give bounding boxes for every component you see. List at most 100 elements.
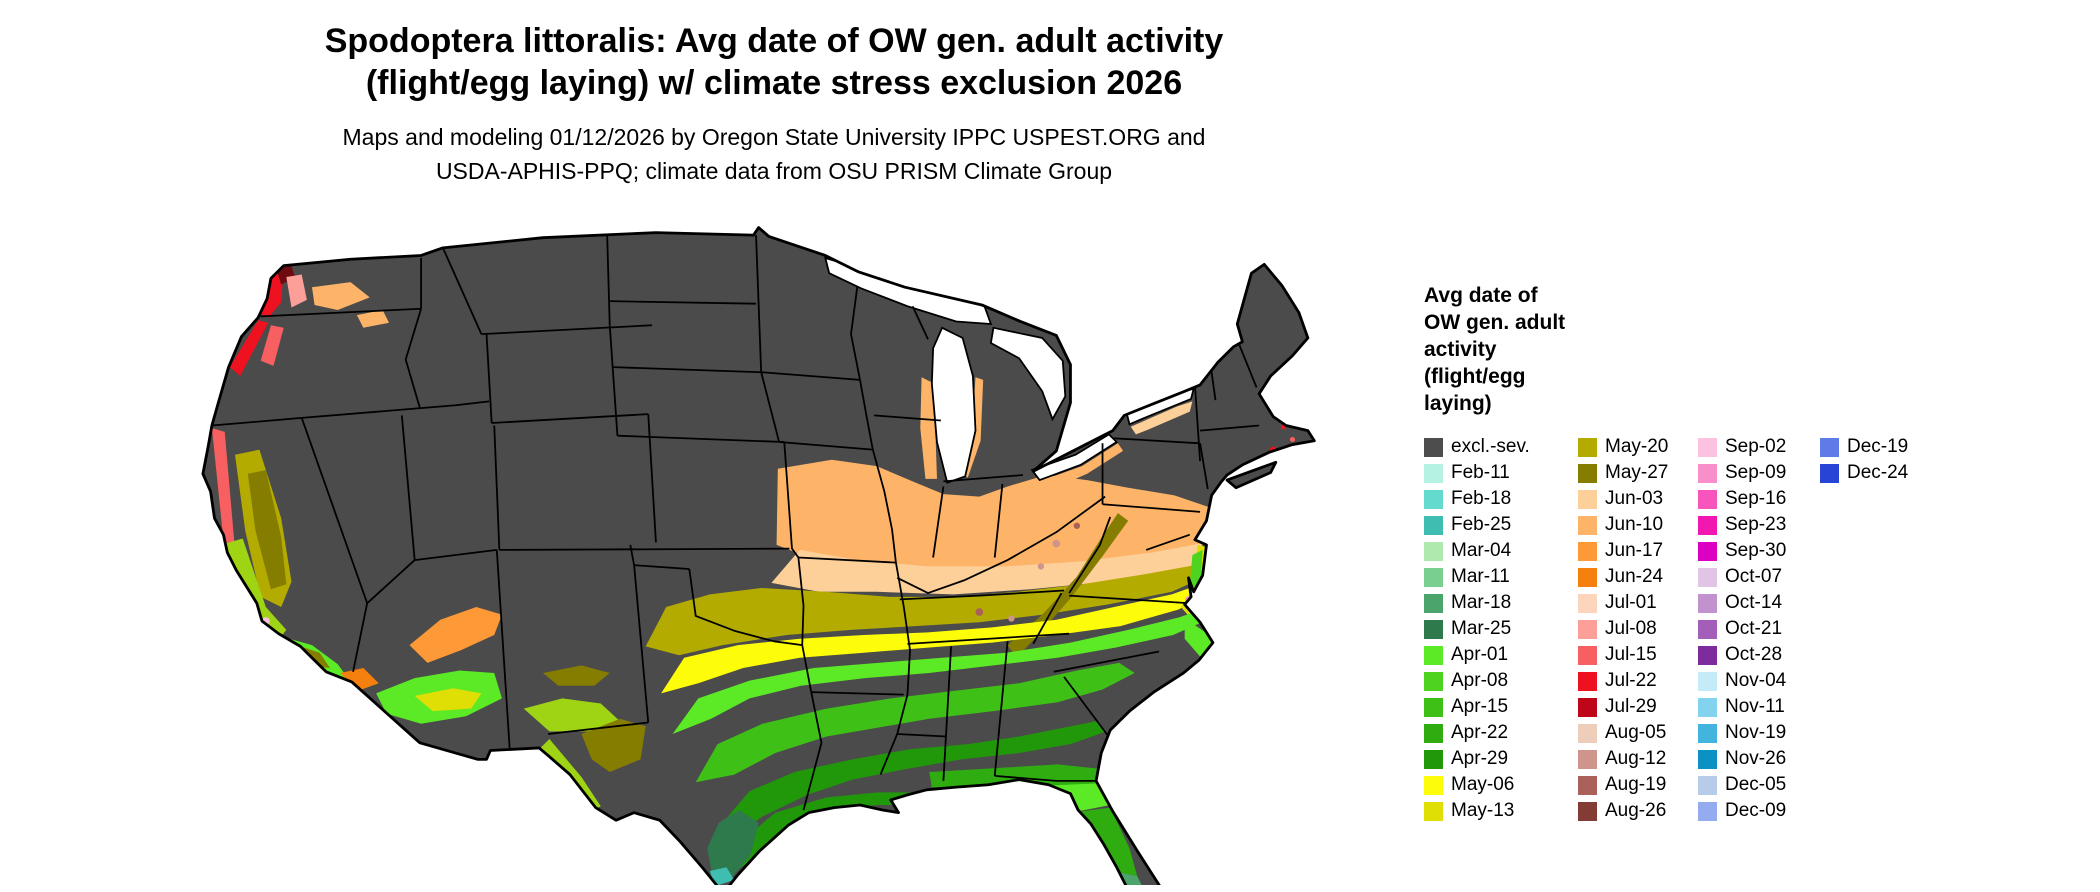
legend-label: Dec-05: [1725, 774, 1787, 795]
legend-label: Nov-26: [1725, 748, 1787, 769]
legend-label: Jul-22: [1605, 670, 1657, 691]
legend-swatch: [1698, 697, 1717, 717]
legend-label: May-06: [1451, 774, 1515, 795]
legend-entry: Jul-08: [1578, 616, 1698, 642]
legend-entry: Apr-29: [1424, 746, 1578, 772]
legend-swatch: [1424, 775, 1443, 795]
legend-title-line: OW gen. adult: [1424, 311, 1566, 334]
legend-label: excl.-sev.: [1451, 436, 1530, 457]
legend-swatch: [1698, 515, 1717, 535]
legend-label: Mar-25: [1451, 618, 1512, 639]
legend-entry: Aug-26: [1578, 798, 1698, 824]
legend-swatch: [1698, 619, 1717, 639]
legend-label: Sep-16: [1725, 488, 1787, 509]
legend-title: Avg date of OW gen. adult activity (flight/…: [1424, 282, 1984, 417]
legend-entry: Mar-11: [1424, 564, 1578, 590]
legend-label: Feb-11: [1451, 462, 1510, 483]
legend-columns: excl.-sev. Feb-11 Feb-18 Feb-25 Mar-04 Mar-11…: [1424, 434, 1984, 824]
legend-label: Oct-07: [1725, 566, 1783, 587]
us-choropleth-map: [158, 225, 1390, 885]
legend-swatch: [1698, 749, 1717, 769]
legend-entry: Nov-19: [1698, 720, 1820, 746]
legend-entry: Feb-25: [1424, 512, 1578, 538]
legend-entry: Sep-23: [1698, 512, 1820, 538]
us-outline: [201, 226, 1316, 885]
legend-swatch: [1424, 749, 1443, 769]
lake-huron: [989, 326, 1067, 422]
legend-label: Mar-11: [1451, 566, 1510, 587]
legend-entry: Jul-01: [1578, 590, 1698, 616]
legend-entry: Jul-15: [1578, 642, 1698, 668]
legend-label: Dec-19: [1847, 436, 1909, 457]
legend-swatch: [1698, 671, 1717, 691]
legend-entry: Jul-22: [1578, 668, 1698, 694]
legend-swatch: [1578, 515, 1597, 535]
legend-entry: Aug-12: [1578, 746, 1698, 772]
legend-swatch: [1424, 697, 1443, 717]
legend-swatch: [1424, 801, 1443, 821]
legend-entry: Nov-26: [1698, 746, 1820, 772]
legend-label: Jul-08: [1605, 618, 1657, 639]
legend-label: Jun-10: [1605, 514, 1664, 535]
legend-label: Jul-15: [1605, 644, 1657, 665]
legend-entry: Dec-09: [1698, 798, 1820, 824]
legend-entry: Jun-03: [1578, 486, 1698, 512]
great-lakes: [824, 256, 1195, 484]
legend-label: Aug-12: [1605, 748, 1667, 769]
legend-label: Apr-01: [1451, 644, 1509, 665]
legend-swatch: [1578, 489, 1597, 509]
legend-entry: Feb-11: [1424, 460, 1578, 486]
legend-swatch: [1578, 437, 1597, 457]
legend-swatch: [1578, 593, 1597, 613]
legend-label: Apr-15: [1451, 696, 1509, 717]
legend-swatch: [1698, 775, 1717, 795]
legend-swatch: [1424, 619, 1443, 639]
legend-swatch: [1578, 671, 1597, 691]
legend-label: Apr-29: [1451, 748, 1509, 769]
legend-label: Jul-01: [1605, 592, 1657, 613]
legend-swatch: [1578, 749, 1597, 769]
legend-swatch: [1698, 801, 1717, 821]
map-subtitle: Maps and modeling 01/12/2026 by Oregon S…: [0, 120, 1548, 188]
legend-entry: Sep-30: [1698, 538, 1820, 564]
legend-entry: Feb-18: [1424, 486, 1578, 512]
legend-entry: May-27: [1578, 460, 1698, 486]
legend-label: Apr-08: [1451, 670, 1509, 691]
legend-entry: Sep-02: [1698, 434, 1820, 460]
legend-label: Sep-23: [1725, 514, 1787, 535]
legend-entry: May-06: [1424, 772, 1578, 798]
legend-entry: Oct-21: [1698, 616, 1820, 642]
legend-swatch: [1578, 801, 1597, 821]
map-title: Spodoptera littoralis: Avg date of OW ge…: [0, 20, 1548, 104]
legend-label: Mar-04: [1451, 540, 1512, 561]
legend-entry: Dec-24: [1820, 460, 1940, 486]
legend-entry: Nov-11: [1698, 694, 1820, 720]
legend-entry: Sep-09: [1698, 460, 1820, 486]
legend-swatch: [1424, 437, 1443, 457]
legend-entry: Jun-24: [1578, 564, 1698, 590]
legend-entry: Mar-25: [1424, 616, 1578, 642]
legend-swatch: [1424, 593, 1443, 613]
legend-label: Jul-29: [1605, 696, 1657, 717]
legend-entry: Nov-04: [1698, 668, 1820, 694]
legend-entry: Oct-14: [1698, 590, 1820, 616]
legend-swatch: [1698, 645, 1717, 665]
state-boundaries: [211, 235, 1260, 811]
legend-entry: Oct-07: [1698, 564, 1820, 590]
legend-swatch: [1698, 593, 1717, 613]
legend-swatch: [1424, 671, 1443, 691]
legend-label: Feb-18: [1451, 488, 1512, 509]
map-legend: Avg date of OW gen. adult activity (flight/…: [1424, 282, 1984, 824]
legend-swatch: [1578, 723, 1597, 743]
legend-label: May-20: [1605, 436, 1669, 457]
lake-erie: [1030, 433, 1119, 482]
legend-swatch: [1820, 437, 1839, 457]
legend-swatch: [1424, 515, 1443, 535]
legend-swatch: [1424, 723, 1443, 743]
legend-entry: May-20: [1578, 434, 1698, 460]
legend-swatch: [1698, 489, 1717, 509]
legend-swatch: [1578, 619, 1597, 639]
us-map-svg: [201, 226, 1316, 885]
legend-column: Sep-02 Sep-09 Sep-16 Sep-23 Sep-30 Oct-07 Oct-…: [1698, 434, 1820, 824]
